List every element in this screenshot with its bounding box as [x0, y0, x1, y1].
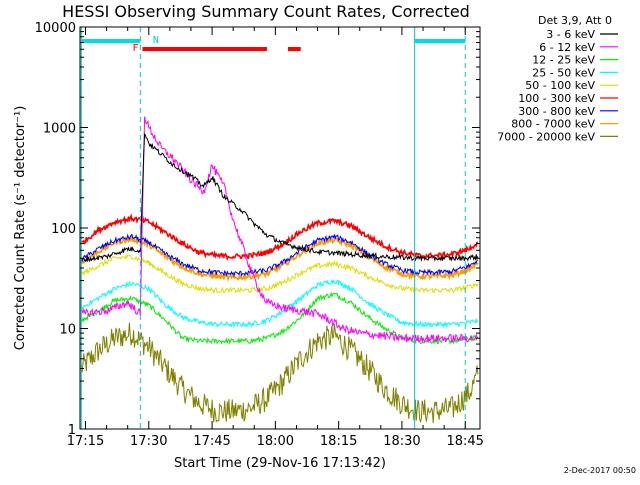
legend-entry-label: 100 - 300 keV	[518, 92, 595, 105]
legend-entry-label: 50 - 100 keV	[525, 79, 595, 92]
y-tick-label: 10	[59, 323, 76, 338]
chart-title: HESSI Observing Summary Count Rates, Cor…	[62, 2, 470, 21]
footer-date: 2-Dec-2017 00:50	[564, 466, 636, 475]
series-line-0	[80, 132, 479, 263]
legend-entry-label: 7000 - 20000 keV	[497, 130, 595, 143]
y-tick-label: 100	[51, 222, 76, 237]
series-line-6	[81, 233, 479, 278]
y-tick-label: 1	[68, 423, 76, 438]
legend-entry-label: 800 - 7000 keV	[511, 118, 595, 131]
legend-entry-label: 3 - 6 keV	[546, 28, 595, 41]
x-tick-label: 18:30	[383, 434, 420, 449]
series-line-7	[80, 234, 479, 283]
annotation-n: N	[153, 35, 159, 46]
y-tick-label: 1000	[43, 122, 76, 137]
series-line-1	[81, 116, 479, 343]
legend-entry-label: 300 - 800 keV	[518, 105, 595, 118]
series-line-3	[80, 279, 479, 329]
annotation-f: F	[133, 43, 139, 54]
x-tick-label: 17:45	[193, 434, 230, 449]
series-line-8	[80, 322, 479, 424]
x-tick-label: 17:30	[130, 434, 167, 449]
x-tick-label: 18:00	[257, 434, 294, 449]
x-tick-label: 17:15	[67, 434, 104, 449]
y-axis-label: Corrected Count Rate (s⁻¹ detector⁻¹)	[13, 106, 28, 351]
legend-entry-label: 12 - 25 keV	[532, 54, 595, 67]
legend-entry-label: 25 - 50 keV	[532, 66, 595, 79]
x-tick-label: 18:45	[446, 434, 483, 449]
series-line-4	[80, 253, 479, 295]
x-axis-label: Start Time (29-Nov-16 17:13:42)	[174, 456, 386, 471]
series-line-5	[80, 213, 479, 262]
x-tick-label: 18:15	[320, 434, 357, 449]
y-tick-label: 10000	[35, 21, 76, 36]
legend-title: Det 3,9, Att 0	[538, 14, 612, 27]
legend-entry-label: 6 - 12 keV	[539, 41, 595, 54]
